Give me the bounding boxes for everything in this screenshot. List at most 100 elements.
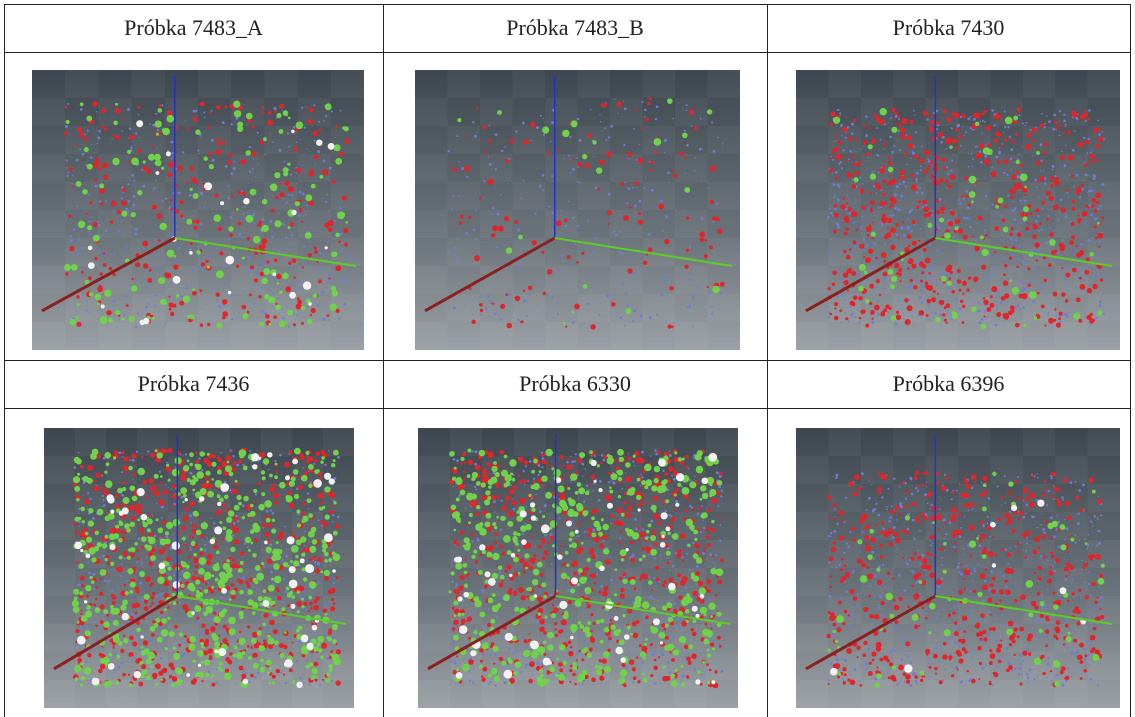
- point: [930, 174, 934, 177]
- point: [110, 509, 115, 514]
- point: [1087, 117, 1091, 121]
- point: [283, 574, 285, 576]
- point: [86, 679, 89, 682]
- point: [233, 645, 238, 650]
- point: [1083, 179, 1085, 181]
- point: [199, 222, 202, 226]
- point: [99, 183, 105, 189]
- point: [162, 489, 168, 496]
- point: [171, 592, 176, 597]
- point: [82, 553, 84, 555]
- point: [281, 559, 284, 562]
- point: [192, 475, 196, 479]
- point: [668, 569, 671, 572]
- point: [1071, 110, 1077, 116]
- point: [637, 219, 643, 225]
- point: [909, 278, 913, 283]
- point: [1069, 250, 1071, 252]
- point: [947, 137, 953, 142]
- point: [172, 494, 177, 499]
- point: [86, 520, 88, 522]
- point: [595, 478, 598, 480]
- point: [1087, 239, 1091, 243]
- point: [143, 648, 150, 655]
- point: [161, 646, 163, 648]
- point: [191, 611, 195, 615]
- point: [899, 199, 901, 201]
- point: [967, 203, 971, 207]
- point: [985, 239, 987, 241]
- point: [300, 306, 306, 311]
- point: [302, 164, 304, 166]
- point: [1079, 250, 1085, 256]
- point: [284, 532, 286, 534]
- point: [211, 574, 215, 577]
- point: [1095, 236, 1098, 240]
- point: [201, 308, 203, 310]
- point: [555, 220, 562, 227]
- point: [916, 261, 920, 264]
- point: [1065, 287, 1067, 289]
- point: [303, 548, 307, 552]
- point: [569, 171, 572, 174]
- point: [530, 139, 532, 142]
- point: [238, 459, 243, 464]
- point: [595, 321, 597, 323]
- point: [168, 207, 171, 210]
- point: [587, 302, 590, 305]
- point: [271, 528, 277, 534]
- point: [479, 308, 484, 313]
- point: [953, 222, 955, 224]
- point: [628, 158, 631, 160]
- point: [570, 455, 572, 458]
- point: [304, 106, 306, 108]
- background-tile: [545, 322, 578, 350]
- point: [252, 652, 258, 658]
- point: [962, 114, 966, 119]
- point: [136, 312, 139, 315]
- point: [331, 597, 335, 602]
- point: [1042, 256, 1047, 260]
- point: [537, 473, 540, 477]
- point: [1051, 250, 1056, 256]
- point: [197, 663, 202, 667]
- point: [225, 533, 231, 539]
- point: [276, 624, 279, 626]
- point: [835, 176, 839, 180]
- point: [331, 551, 336, 556]
- point: [274, 220, 282, 228]
- point: [554, 620, 557, 623]
- background-tile: [231, 266, 265, 294]
- point: [115, 567, 119, 570]
- point: [207, 125, 210, 128]
- point: [939, 178, 944, 183]
- point: [873, 241, 877, 245]
- point: [186, 218, 193, 225]
- table-border: [4, 360, 1131, 361]
- point: [203, 548, 207, 552]
- background-tile: [297, 98, 331, 126]
- point: [235, 264, 240, 268]
- point: [110, 561, 115, 566]
- point: [238, 579, 244, 585]
- point: [299, 558, 305, 564]
- point: [589, 109, 592, 111]
- point: [614, 233, 618, 237]
- point: [998, 147, 1001, 149]
- point: [261, 198, 268, 205]
- sample-header: Próbka 7483_A: [124, 15, 263, 40]
- point: [851, 178, 854, 181]
- point: [287, 162, 291, 166]
- point: [97, 302, 100, 306]
- point: [87, 653, 92, 658]
- point: [713, 661, 715, 663]
- point: [242, 463, 245, 466]
- point: [921, 191, 924, 195]
- point: [321, 456, 325, 460]
- point: [222, 316, 226, 320]
- point: [895, 314, 902, 320]
- point: [324, 612, 328, 616]
- point: [241, 504, 245, 508]
- point: [891, 214, 894, 217]
- point: [141, 598, 144, 602]
